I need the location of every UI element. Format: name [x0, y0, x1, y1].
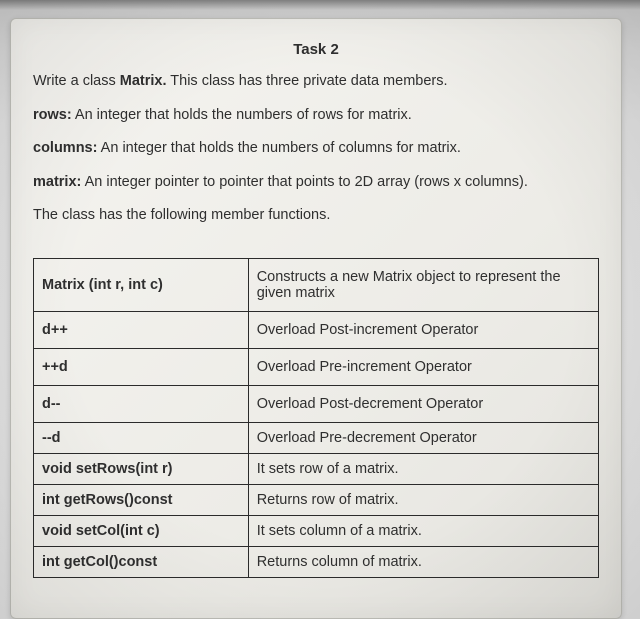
description-cell: Constructs a new Matrix object to repres… [248, 258, 598, 311]
signature-cell: void setRows(int r) [34, 453, 249, 484]
member-functions-table: Matrix (int r, int c)Constructs a new Ma… [33, 258, 599, 578]
intro-rows-text: An integer that holds the numbers of row… [72, 107, 412, 123]
description-cell: Overload Pre-increment Operator [248, 348, 598, 385]
intro-line-1-bold: Matrix. [120, 73, 167, 89]
signature-cell: int getRows()const [34, 484, 249, 515]
task-title: Task 2 [33, 41, 599, 58]
signature-cell: int getCol()const [34, 546, 249, 577]
signature-cell: d++ [34, 311, 249, 348]
document-paper: Task 2 Write a class Matrix. This class … [10, 18, 622, 619]
photo-frame: Task 2 Write a class Matrix. This class … [0, 0, 640, 619]
table-row: --dOverload Pre-decrement Operator [34, 422, 599, 453]
table-row: d--Overload Post-decrement Operator [34, 385, 599, 422]
intro-line-1-suffix: This class has three private data member… [167, 73, 448, 89]
table-row: void setRows(int r)It sets row of a matr… [34, 453, 599, 484]
table-row: void setCol(int c)It sets column of a ma… [34, 515, 599, 546]
description-cell: Overload Post-decrement Operator [248, 385, 598, 422]
table-row: int getCol()constReturns column of matri… [34, 546, 599, 577]
intro-matrix: matrix: An integer pointer to pointer th… [33, 173, 599, 193]
signature-cell: --d [34, 422, 249, 453]
intro-rows-bold: rows: [33, 107, 72, 123]
description-cell: It sets row of a matrix. [248, 453, 598, 484]
signature-cell: Matrix (int r, int c) [34, 258, 249, 311]
description-cell: Returns row of matrix. [248, 484, 598, 515]
intro-rows: rows: An integer that holds the numbers … [33, 106, 599, 126]
spacer [33, 240, 599, 258]
intro-columns-text: An integer that holds the numbers of col… [97, 140, 460, 156]
table-row: ++dOverload Pre-increment Operator [34, 348, 599, 385]
table-row: d++Overload Post-increment Operator [34, 311, 599, 348]
description-cell: It sets column of a matrix. [248, 515, 598, 546]
table-row: int getRows()constReturns row of matrix. [34, 484, 599, 515]
table-row: Matrix (int r, int c)Constructs a new Ma… [34, 258, 599, 311]
intro-matrix-bold: matrix: [33, 174, 81, 190]
intro-closing: The class has the following member funct… [33, 206, 599, 226]
intro-columns-bold: columns: [33, 140, 97, 156]
intro-columns: columns: An integer that holds the numbe… [33, 139, 599, 159]
signature-cell: void setCol(int c) [34, 515, 249, 546]
description-cell: Returns column of matrix. [248, 546, 598, 577]
intro-line-1-prefix: Write a class [33, 73, 120, 89]
member-functions-tbody: Matrix (int r, int c)Constructs a new Ma… [34, 258, 599, 577]
signature-cell: d-- [34, 385, 249, 422]
description-cell: Overload Pre-decrement Operator [248, 422, 598, 453]
intro-matrix-text: An integer pointer to pointer that point… [81, 174, 528, 190]
description-cell: Overload Post-increment Operator [248, 311, 598, 348]
signature-cell: ++d [34, 348, 249, 385]
intro-line-1: Write a class Matrix. This class has thr… [33, 72, 599, 92]
